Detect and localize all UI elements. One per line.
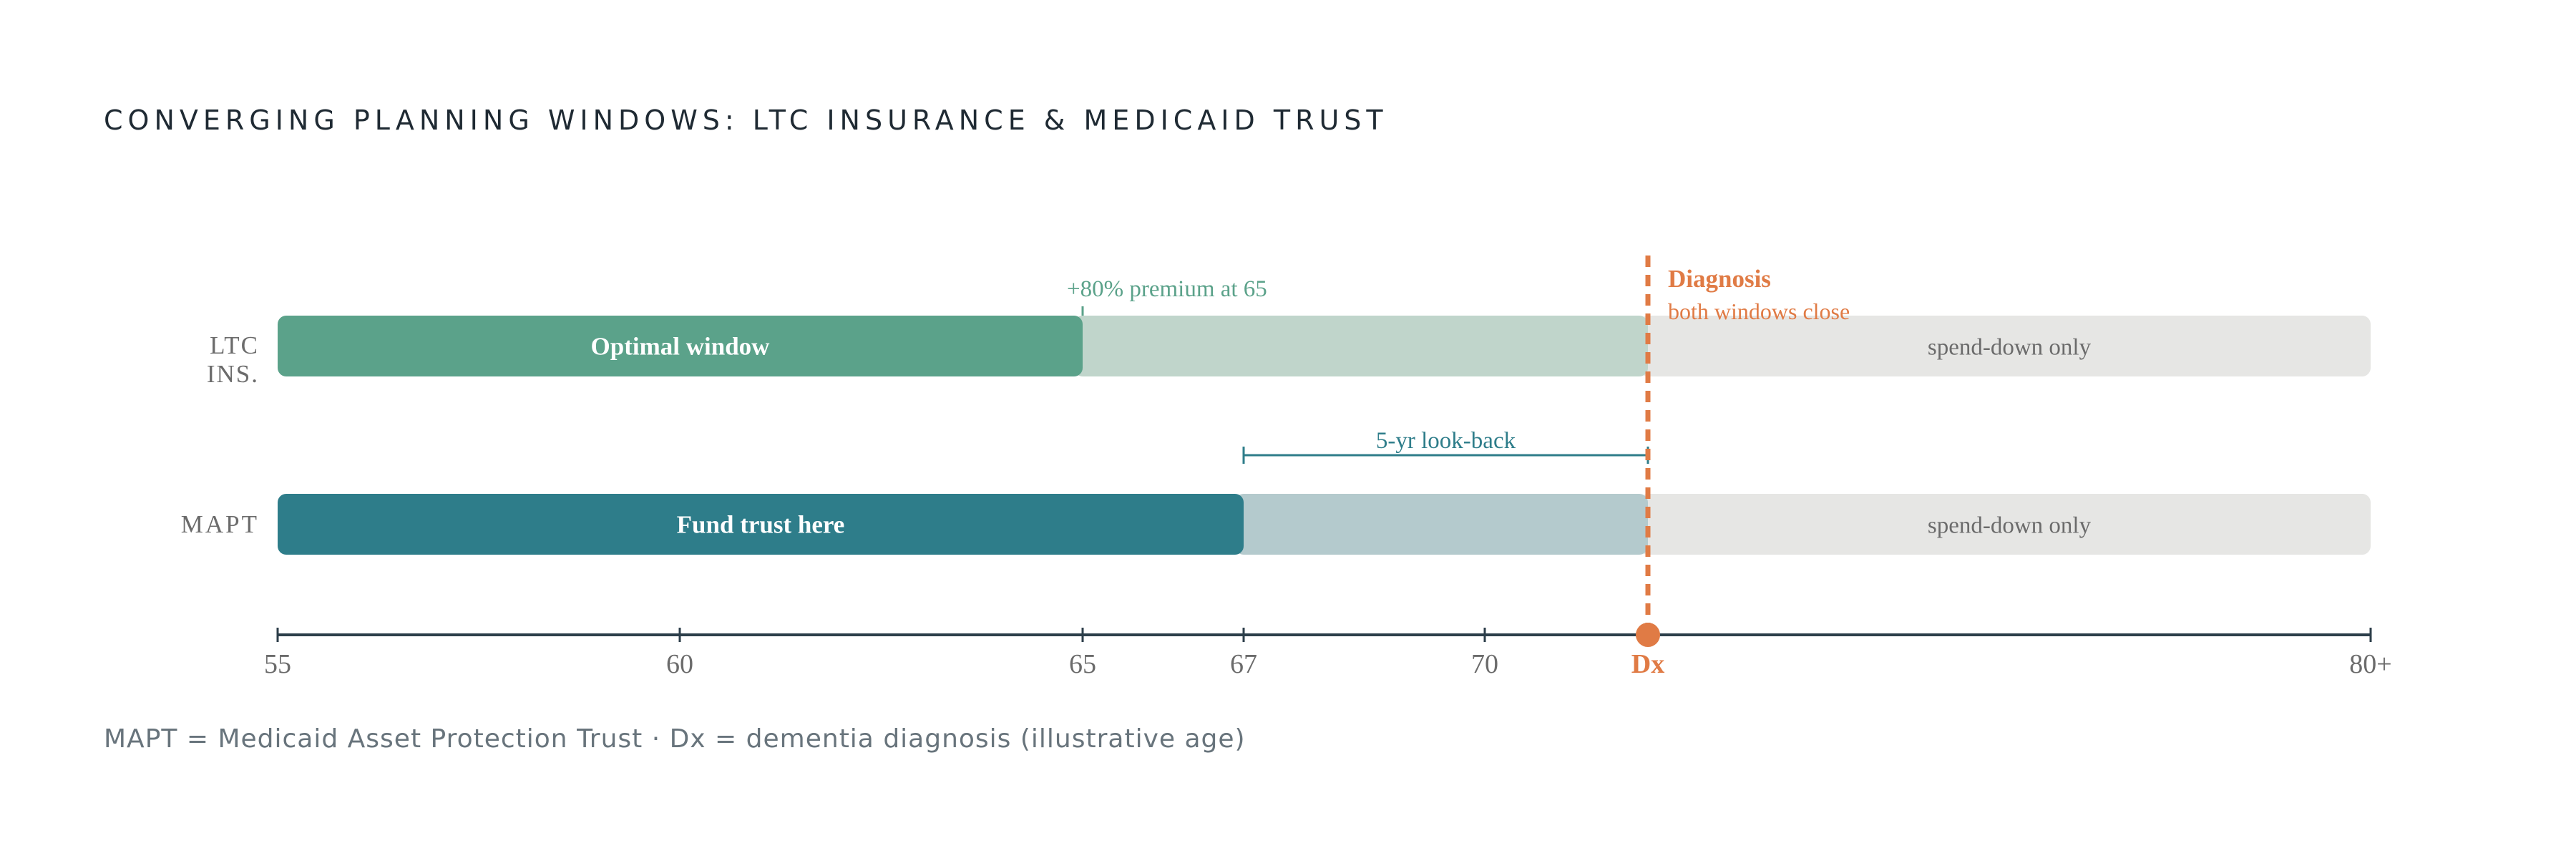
row-label-ltc-line2: INS. [207,360,259,388]
mapt-segment-2 [1235,494,1648,555]
premium-marker-label: +80% premium at 65 [1067,276,1267,302]
lookback-label: 5-yr look-back [1376,428,1516,454]
row-label-ltc-line1: LTC [210,331,259,359]
footnote: MAPT = Medicaid Asset Protection Trust ·… [104,724,1246,754]
axis-tick-label-3: 65 [1069,649,1096,679]
axis-tick-label-4: 67 [1230,649,1257,679]
ltc-segment-label-3: spend-down only [1928,335,2092,361]
axis-tick-label-7: 80+ [2349,649,2391,679]
ltc-segment-2 [1074,316,1648,376]
axis-tick-label-5: 70 [1471,649,1498,679]
mapt-segment-label-3: spend-down only [1928,513,2092,539]
ltc-segment-1 [278,316,1083,376]
diagnosis-subtitle: both windows close [1668,298,1850,324]
axis-tick-label-6: Dx [1631,649,1664,679]
axis-tick-label-2: 60 [666,649,693,679]
diagnosis-title: Diagnosis [1668,265,1771,293]
mapt-segment-1 [278,494,1244,555]
row-label-mapt: MAPT [181,510,259,538]
mapt-segment-3 [1639,494,2371,555]
ltc-segment-label-1: Optimal window [591,333,771,361]
page-title: CONVERGING PLANNING WINDOWS: LTC INSURAN… [104,104,1388,136]
axis-tick-label-1: 55 [264,649,291,679]
ltc-segment-3 [1639,316,2371,376]
diagnosis-dot [1636,623,1660,647]
mapt-segment-label-1: Fund trust here [677,511,845,539]
